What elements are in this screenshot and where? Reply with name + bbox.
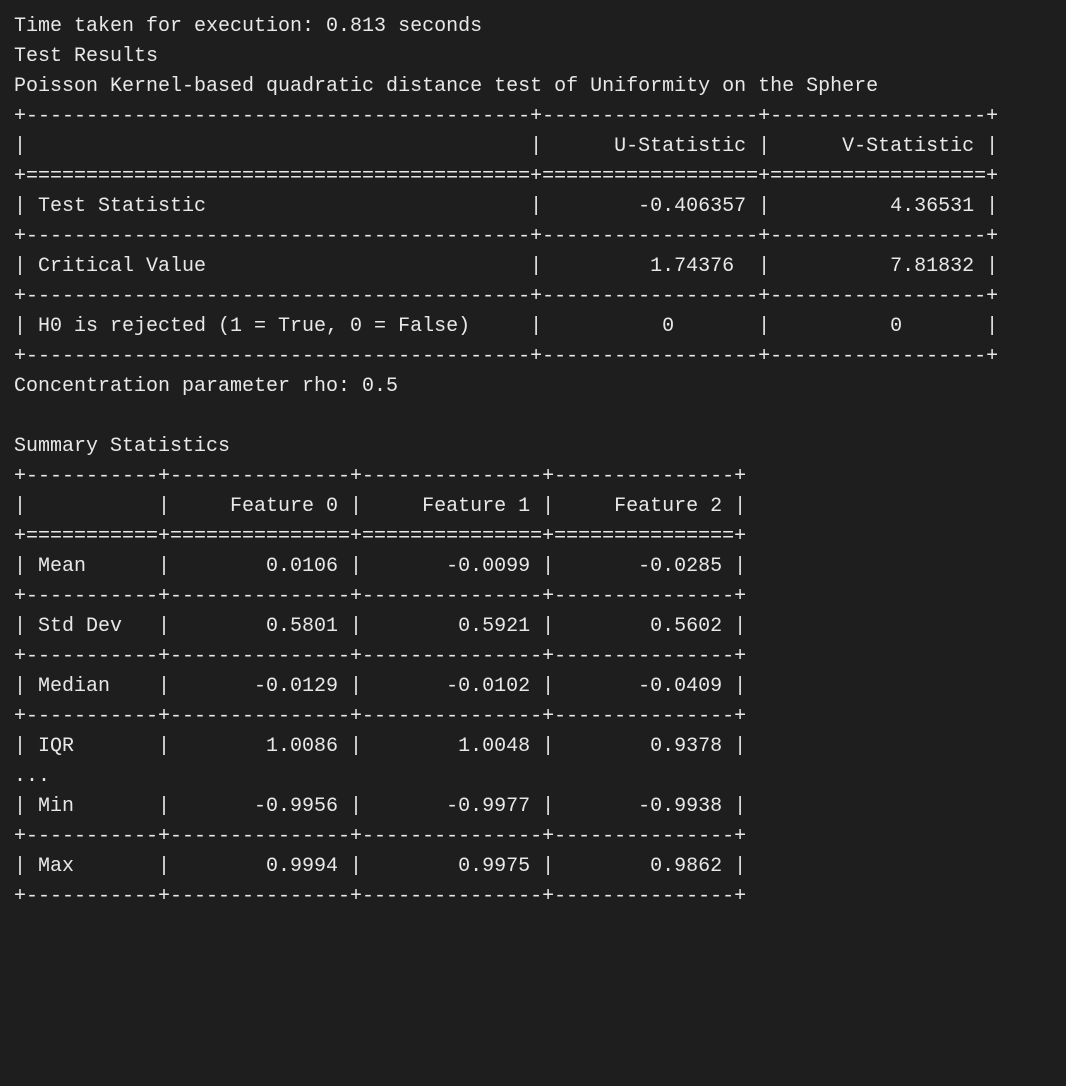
terminal-output: Time taken for execution: 0.813 seconds … — [0, 0, 1066, 924]
